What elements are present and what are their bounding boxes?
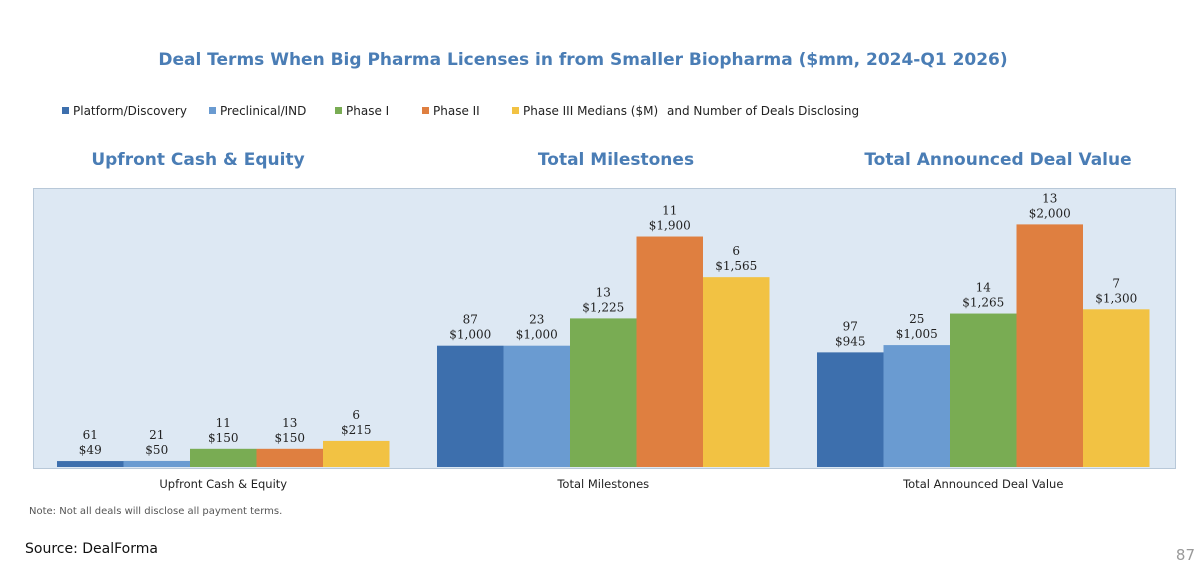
value-label: $150 (208, 431, 239, 445)
page-number: 87 (1175, 546, 1195, 564)
value-label: $1,300 (1095, 291, 1137, 305)
value-label: $1,565 (715, 259, 757, 273)
deal-count-label: 61 (83, 428, 98, 442)
deal-count-label: 11 (216, 416, 231, 430)
legend-swatch-phase-2 (422, 107, 429, 114)
value-label: $1,005 (896, 327, 938, 341)
bar-phase-3-2 (1083, 309, 1150, 467)
legend-label: Platform/Discovery (73, 104, 187, 118)
deal-count-label: 14 (976, 281, 992, 295)
legend-swatch-preclinical (209, 107, 216, 114)
x-tick-label: Upfront Cash & Equity (159, 477, 287, 491)
legend-swatch-phase-3 (512, 107, 519, 114)
legend-swatch-platform (62, 107, 69, 114)
legend-item-phase-3: Phase III Medians ($M) (512, 104, 658, 118)
value-label: $2,000 (1029, 206, 1071, 220)
legend-item-platform: Platform/Discovery (62, 104, 187, 118)
bar-phase-1-1 (570, 318, 637, 467)
deal-count-label: 23 (529, 313, 544, 327)
x-tick-label: Total Milestones (556, 477, 649, 491)
chart-title: Deal Terms When Big Pharma Licenses in f… (158, 50, 1008, 70)
bar-preclinical-1 (503, 345, 570, 467)
panel-title-milestones: Total Milestones (537, 150, 695, 170)
bar-platform-0 (57, 461, 124, 467)
legend-extra-note: and Number of Deals Disclosing (667, 104, 860, 118)
legend-label: Phase I (346, 104, 390, 118)
value-label: $1,265 (962, 296, 1004, 310)
deal-count-label: 11 (662, 204, 677, 218)
bar-preclinical-2 (883, 345, 950, 467)
legend-item-preclinical: Preclinical/IND (209, 104, 306, 118)
source-label: Source: DealForma (25, 541, 158, 557)
value-label: $49 (79, 443, 102, 457)
bar-phase-3-0 (323, 440, 390, 467)
legend-item-phase-2: Phase II (422, 104, 480, 118)
bar-preclinical-0 (123, 460, 190, 467)
deal-count-label: 25 (909, 312, 924, 326)
value-label: $1,225 (582, 300, 624, 314)
deal-count-label: 87 (463, 313, 478, 327)
legend-item-phase-1: Phase I (335, 104, 389, 118)
deal-count-label: 6 (352, 408, 360, 422)
value-label: $1,000 (449, 328, 491, 342)
deal-count-label: 21 (149, 428, 164, 442)
value-label: $50 (145, 443, 168, 457)
legend-label: Phase II (433, 104, 480, 118)
deal-count-label: 7 (1112, 276, 1120, 290)
value-label: $150 (274, 431, 305, 445)
deal-count-label: 13 (282, 416, 297, 430)
bar-platform-2 (817, 352, 884, 467)
panel-title-deal-value: Total Announced Deal Value (864, 150, 1132, 170)
bar-phase-2-0 (256, 448, 323, 467)
panel-title-upfront: Upfront Cash & Equity (91, 150, 305, 170)
value-label: $215 (341, 423, 372, 437)
legend-swatch-phase-1 (335, 107, 342, 114)
bar-phase-2-2 (1016, 224, 1083, 467)
bar-phase-2-1 (636, 236, 703, 467)
deal-count-label: 13 (1042, 191, 1057, 205)
deal-count-label: 6 (732, 244, 740, 258)
deal-count-label: 13 (596, 285, 611, 299)
bar-platform-1 (437, 345, 504, 467)
bar-phase-3-1 (703, 277, 770, 467)
value-label: $945 (835, 334, 866, 348)
value-label: $1,000 (516, 328, 558, 342)
bar-phase-1-2 (950, 313, 1017, 467)
x-tick-label: Total Announced Deal Value (902, 477, 1063, 491)
deal-count-label: 97 (843, 319, 858, 333)
legend-label: Preclinical/IND (220, 104, 307, 118)
bar-phase-1-0 (190, 448, 257, 467)
value-label: $1,900 (649, 219, 691, 233)
legend-label: Phase III Medians ($M) (523, 104, 659, 118)
footnote: Note: Not all deals will disclose all pa… (29, 506, 283, 517)
